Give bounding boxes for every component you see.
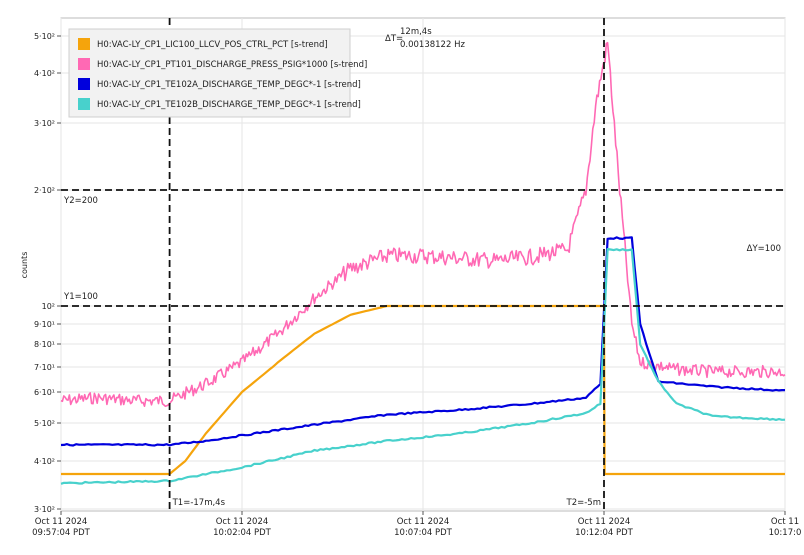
t1-label: T1=-17m,4s (172, 498, 226, 508)
y-tick-label: 5·10² (34, 32, 55, 41)
y-axis-ticks: 3·10² 4·10² 5·10² 6·10¹ 7·10¹ 8·10¹ 9·10¹ 10² 2·… (34, 32, 61, 514)
legend-swatch (78, 58, 90, 70)
x-tick-label: Oct 11 2024 (216, 517, 269, 527)
y-tick-label: 6·10¹ (34, 388, 55, 397)
delta-t-prefix: ΔT= (385, 34, 403, 44)
y-tick-label: 5·10² (34, 419, 55, 428)
legend-swatch (78, 38, 90, 50)
y-tick-label: 3·10² (34, 505, 55, 514)
y1-label: Y1=100 (63, 292, 98, 302)
delta-t-value: 12m,4s (400, 27, 432, 37)
y-tick-label: 10² (42, 302, 55, 311)
y-tick-label: 2·10² (34, 186, 55, 195)
x-tick-label-time: 10:12:04 PDT (575, 528, 634, 538)
y-tick-label: 4·10² (34, 457, 55, 466)
legend-box (68, 28, 351, 118)
x-tick-label: Oct 11 2024 (397, 517, 450, 527)
legend-label: H0:VAC-LY_CP1_TE102B_DISCHARGE_TEMP_DEGC… (97, 100, 361, 110)
series-line-2 (60, 41, 786, 408)
series-line-4 (60, 248, 786, 485)
t2-label: T2=-5m (566, 498, 601, 508)
y-tick-label: 7·10¹ (34, 363, 55, 372)
y-tick-label: 3·10² (34, 119, 55, 128)
legend-label: H0:VAC-LY_CP1_TE102A_DISCHARGE_TEMP_DEGC… (97, 80, 361, 90)
series-line-3 (60, 236, 785, 447)
cursor-layer: T1=-17m,4s T2=-5m Y1=100 Y2=200 ΔT=12m,4s 0.0… (61, 18, 785, 511)
delta-y-label: ΔY=100 (747, 244, 781, 254)
x-tick-label: Oct 11 2024 (35, 517, 88, 527)
x-tick-label: Oct 11 (771, 517, 799, 527)
x-tick-label: Oct 11 2024 (578, 517, 631, 527)
y-tick-label: 4·10² (34, 69, 55, 78)
delta-t-frequency: 0.00138122 Hz (400, 40, 465, 50)
x-tick-label-time: 10:07:04 PDT (394, 528, 453, 538)
legend-swatch (78, 98, 90, 110)
x-tick-label-time: 10:17:0 (769, 528, 802, 538)
y2-label: Y2=200 (63, 196, 98, 206)
y-tick-label: 9·10¹ (34, 320, 55, 329)
legend-label: H0:VAC-LY_CP1_LIC100_LLCV_POS_CTRL_PCT [… (97, 40, 328, 50)
legend-swatch (78, 78, 90, 90)
x-tick-label-time: 09:57:04 PDT (32, 528, 91, 538)
y-tick-label: 8·10¹ (34, 340, 55, 349)
y-axis-label: counts (20, 252, 29, 279)
x-tick-label-time: 10:02:04 PDT (213, 528, 272, 538)
legend-label: H0:VAC-LY_CP1_PT101_DISCHARGE_PRESS_PSIG… (97, 60, 367, 70)
legend: H0:VAC-LY_CP1_LIC100_LLCV_POS_CTRL_PCT [… (68, 28, 367, 118)
